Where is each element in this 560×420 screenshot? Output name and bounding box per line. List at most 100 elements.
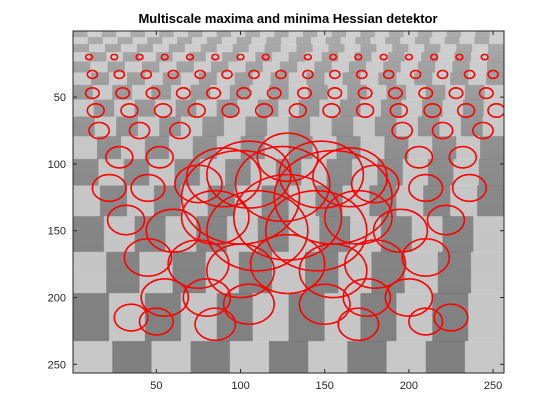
detection-circle	[342, 278, 392, 318]
detection-circle	[256, 132, 319, 183]
detection-circle	[115, 86, 131, 100]
detection-circle	[478, 86, 494, 100]
detection-circle	[266, 86, 282, 100]
plot-frame	[72, 30, 505, 374]
detection-circle	[140, 69, 153, 80]
detection-circle	[433, 303, 469, 332]
detection-circle	[431, 121, 454, 140]
detection-circle	[328, 69, 341, 80]
detection-circle	[167, 239, 230, 289]
detection-circle	[404, 145, 434, 169]
detection-circle	[169, 121, 191, 140]
detection-circle	[206, 243, 275, 299]
detection-circle	[455, 53, 464, 61]
detection-circle	[302, 69, 314, 80]
detection-circle	[113, 303, 149, 332]
detection-circle	[391, 121, 414, 140]
detection-circle	[248, 69, 260, 80]
detection-circle	[355, 69, 368, 80]
detection-circle	[389, 103, 408, 118]
detection-circle	[123, 237, 173, 277]
detection-circle	[160, 53, 169, 61]
detection-circle	[120, 103, 139, 118]
y-axis: 50 100 150 200 250	[48, 92, 504, 371]
detection-circle	[145, 145, 174, 169]
detection-circle	[487, 69, 499, 80]
detection-circle	[84, 53, 94, 61]
detection-circle	[344, 239, 407, 289]
detection-circle	[236, 53, 245, 61]
detection-circle	[130, 173, 166, 203]
x-tick-label: 50	[150, 380, 162, 392]
detection-circle	[372, 208, 429, 253]
detection-circle	[128, 121, 151, 140]
detection-circle	[175, 86, 191, 100]
detection-circle	[418, 86, 434, 100]
detection-circle	[322, 103, 341, 118]
detection-circle	[145, 86, 161, 100]
detection-circle	[298, 283, 351, 326]
detection-circle	[110, 53, 119, 61]
detection-circle	[382, 69, 395, 80]
detection-circle	[236, 86, 252, 100]
detection-circle	[384, 278, 434, 318]
detection-circle	[185, 53, 195, 61]
detection-circle	[261, 53, 270, 61]
detection-circle	[264, 189, 368, 272]
detection-circle	[153, 103, 173, 118]
detection-circle	[298, 243, 368, 299]
detection-circle	[86, 103, 105, 118]
detection-circle	[354, 53, 363, 61]
detection-markers	[84, 53, 504, 342]
detection-circle	[275, 69, 287, 80]
detection-circle	[355, 103, 375, 118]
x-axis: 50 100 150 200 250	[150, 31, 502, 392]
detection-circle	[423, 103, 442, 118]
detection-circle	[84, 86, 100, 100]
detection-circle	[429, 53, 439, 61]
detection-circle	[140, 278, 190, 318]
detection-circle	[206, 86, 222, 100]
detection-circle	[138, 307, 174, 336]
detection-circle	[404, 53, 414, 61]
image-background	[73, 31, 504, 373]
x-tick-label: 250	[484, 380, 502, 392]
detection-circle	[105, 145, 134, 169]
chart-title: Multiscale maxima and minima Hessian det…	[138, 11, 437, 26]
detection-circle	[91, 173, 127, 203]
y-tick-label: 200	[48, 293, 66, 305]
detection-circle	[350, 164, 400, 204]
detection-circle	[303, 53, 313, 61]
detection-circle	[463, 69, 476, 80]
detection-circle	[254, 103, 274, 118]
detection-circle	[296, 86, 313, 100]
x-tick-label: 100	[231, 380, 249, 392]
detection-circle	[221, 103, 240, 118]
detection-circle	[194, 69, 206, 80]
y-tick-label: 150	[48, 226, 66, 238]
detection-circle	[249, 233, 326, 295]
detection-circle	[167, 69, 180, 80]
y-tick-label: 250	[48, 359, 66, 371]
detection-circle	[328, 53, 338, 61]
detection-circle	[232, 173, 343, 261]
x-tick-label: 150	[316, 380, 334, 392]
detection-circle	[88, 121, 111, 140]
detection-circle	[187, 103, 206, 118]
detection-circle	[145, 208, 201, 253]
detection-circle	[206, 189, 309, 272]
detection-circle	[182, 278, 232, 318]
detection-circle	[480, 53, 489, 61]
detection-circle	[426, 204, 466, 236]
detection-circle	[456, 103, 476, 118]
detection-circle	[401, 237, 451, 277]
detection-circle	[211, 53, 220, 61]
detection-circle	[221, 69, 233, 80]
detection-circle	[174, 164, 223, 204]
detection-circle	[448, 86, 464, 100]
detection-circle	[194, 307, 237, 342]
detection-circle	[436, 69, 449, 80]
detection-circle	[357, 86, 373, 100]
